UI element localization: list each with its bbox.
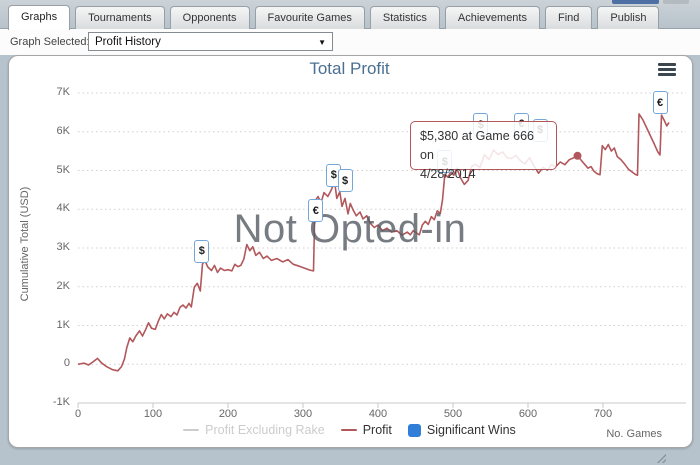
hamburger-bar xyxy=(658,63,676,66)
significant-win-marker-euro[interactable]: € xyxy=(308,199,324,223)
legend-label: Profit Excluding Rake xyxy=(205,423,325,437)
y-tick-label: 7K xyxy=(56,86,70,98)
tab-opponents[interactable]: Opponents xyxy=(169,6,250,29)
legend-label: Significant Wins xyxy=(426,423,516,437)
significant-win-marker-euro[interactable]: € xyxy=(652,91,668,115)
x-tick-label: 700 xyxy=(593,408,613,420)
tooltip-line1: $5,380 at Game 666 on xyxy=(420,129,534,162)
y-tick-label: 4K xyxy=(56,202,70,215)
y-tick-label: 2K xyxy=(56,279,70,292)
y-tick-label: 0 xyxy=(63,357,70,370)
tab-publish[interactable]: Publish xyxy=(597,6,660,29)
graph-selected-label: Graph Selected: xyxy=(10,36,90,48)
legend-item-profit-excluding-rake[interactable]: Profit Excluding Rake xyxy=(183,423,325,437)
significant-win-marker-dollar[interactable]: $ xyxy=(337,169,353,193)
tab-tournaments[interactable]: Tournaments xyxy=(75,6,165,29)
legend-label: Profit xyxy=(362,423,392,437)
x-tick-label: 100 xyxy=(143,408,163,420)
tab-achievements[interactable]: Achievements xyxy=(444,6,540,29)
hamburger-bar xyxy=(658,72,676,76)
tab-statistics[interactable]: Statistics xyxy=(369,6,440,29)
legend-swatch xyxy=(407,423,421,437)
top-button-partial-gray[interactable] xyxy=(663,0,689,4)
x-axis-title: No. Games xyxy=(606,428,662,440)
x-tick-label: 500 xyxy=(443,408,463,420)
legend-swatch xyxy=(340,428,357,432)
y-tick-label: 6K xyxy=(56,124,70,137)
tooltip-line2: 4/28/2014 xyxy=(420,166,476,181)
tab-bar: Graphs Tournaments Opponents Favourite Game… xyxy=(8,5,660,30)
not-opted-in-watermark: Not Opted-in xyxy=(233,207,467,251)
chevron-down-icon: ▼ xyxy=(318,38,326,47)
tab-graphs[interactable]: Graphs xyxy=(8,5,71,30)
x-tick-label: 200 xyxy=(218,408,238,420)
legend-swatch xyxy=(183,428,200,432)
chart-title: Total Profit xyxy=(309,59,390,78)
hamburger-bar xyxy=(658,67,676,71)
tab-strip: Graphs Tournaments Opponents Favourite Game… xyxy=(0,0,700,30)
tab-find[interactable]: Find xyxy=(544,6,593,29)
graph-select-value: Profit History xyxy=(95,36,161,48)
legend-item-profit[interactable]: Profit xyxy=(340,423,392,437)
x-tick-label: 600 xyxy=(518,408,538,420)
point-tooltip: $5,380 at Game 666 on 4/28/2014 xyxy=(410,121,557,181)
y-tick-label: 3K xyxy=(56,241,70,253)
y-tick-label: 5K xyxy=(56,163,70,176)
graph-select-dropdown[interactable]: Profit History ▼ xyxy=(88,32,333,51)
chart-legend: Profit Excluding Rake Profit Significant W… xyxy=(8,423,691,437)
x-tick-label: 0 xyxy=(74,408,82,420)
y-tick-label: 1K xyxy=(56,318,70,331)
x-tick-label: 400 xyxy=(368,408,388,420)
controls-row: Graph Selected: Profit History ▼ xyxy=(0,29,700,55)
x-tick-label: 300 xyxy=(293,408,313,420)
top-button-partial-blue[interactable] xyxy=(612,0,659,4)
hamburger-menu-icon[interactable] xyxy=(658,63,676,76)
tab-favourite-games[interactable]: Favourite Games xyxy=(254,6,365,29)
y-tick-label: -1K xyxy=(52,396,70,408)
legend-item-significant-wins[interactable]: Significant Wins xyxy=(407,423,516,437)
significant-win-marker-dollar[interactable]: $ xyxy=(194,239,210,263)
resize-grip[interactable] xyxy=(655,452,666,463)
